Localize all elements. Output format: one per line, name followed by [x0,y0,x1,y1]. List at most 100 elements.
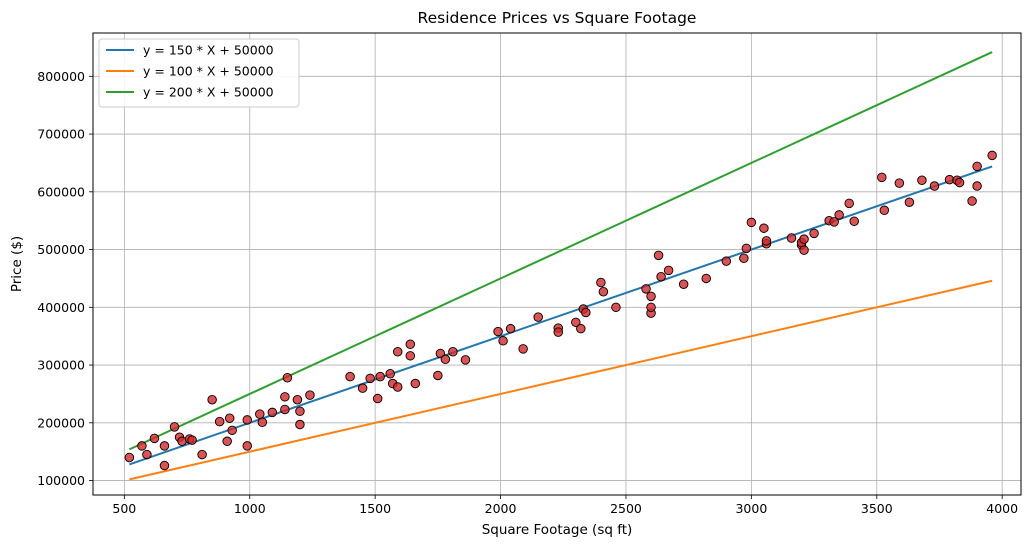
scatter-point [505,323,516,334]
x-axis-ticks: 500 1000 1500 2000 2500 3000 3500 4000 [112,495,1018,516]
scatter-point [242,441,252,451]
scatter-point [345,371,355,382]
scatter-point [372,393,383,404]
scatter-point [255,409,265,419]
scatter-point [879,205,890,216]
x-tick-label: 2000 [485,501,517,516]
scatter-point [207,394,217,405]
scatter-point [809,228,819,239]
scatter-point [741,243,752,254]
scatter-point [721,256,732,266]
scatter-point [571,317,581,328]
scatter-point [761,236,772,246]
y-tick-label: 400000 [37,300,85,315]
scatter-point [227,425,237,436]
scatter-point [598,286,609,297]
scatter-point [385,368,395,379]
scatter-point [646,302,656,313]
scatter-point [844,198,854,209]
scatter-point [518,344,528,354]
scatter-point [410,378,421,389]
scatter-points [124,150,997,471]
scatter-point [581,307,591,318]
scatter-point [365,373,375,384]
scatter-point [746,217,757,228]
y-tick-label: 700000 [37,127,85,142]
x-axis-title: Square Footage (sq ft) [482,522,633,538]
scatter-point [653,250,664,261]
scatter-point [829,217,839,227]
scatter-point [877,172,887,183]
scatter-point [646,291,656,302]
scatter-point [214,416,225,427]
scatter-point [533,312,543,322]
scatter-point [493,326,503,337]
scatter-point [392,347,403,357]
scatter-point [295,419,305,430]
scatter-point [187,435,197,445]
scatter-point [553,327,564,337]
scatter-point [641,284,651,294]
y-tick-label: 300000 [37,358,85,373]
y-tick-label: 500000 [37,242,85,257]
scatter-point [375,371,385,382]
scatter-point [576,323,586,334]
scatter-point [972,181,982,191]
scatter-point [954,177,965,188]
y-tick-label: 600000 [37,184,85,199]
scatter-point [799,245,809,255]
x-tick-label: 3500 [861,501,893,516]
legend: y = 150 * X + 50000 y = 100 * X + 50000 y … [98,38,300,108]
scatter-point [917,175,927,186]
scatter-point [224,413,235,423]
chart-title: Residence Prices vs Square Footage [418,9,697,27]
scatter-point [405,351,416,361]
scatter-point [972,161,982,172]
scatter-point [849,216,859,227]
scatter-point [169,422,180,432]
scatter-point [295,406,305,417]
series-line [129,279,993,481]
scatter-point [222,436,232,447]
scatter-point [440,354,451,365]
scatter-point [280,392,290,402]
scatter-point [159,441,170,451]
scatter-point [834,210,844,220]
scatter-point [611,302,621,313]
scatter-point [656,271,666,282]
scatter-point [678,279,689,289]
scatter-point [137,441,147,451]
scatter-point [701,273,711,284]
x-tick-label: 4000 [986,501,1018,516]
x-tick-label: 1000 [234,501,266,516]
legend-box [98,38,300,108]
scatter-point [739,253,749,263]
scatter-point [257,417,268,427]
scatter-point [448,347,458,357]
scatter-point [596,277,606,288]
y-tick-label: 200000 [37,415,85,430]
scatter-point [759,223,769,233]
scatter-point [904,197,915,207]
x-tick-label: 1500 [359,501,391,516]
x-tick-label: 500 [112,501,136,516]
legend-label: y = 200 * X + 50000 [143,85,274,100]
scatter-point [405,339,416,350]
scatter-point [987,150,997,161]
scatter-point [392,382,403,392]
grid [93,33,1021,495]
scatter-point [242,415,252,425]
scatter-point [124,452,135,463]
x-tick-label: 3000 [735,501,767,516]
scatter-point [799,234,809,244]
scatter-point [433,370,443,381]
scatter-point [967,196,977,206]
scatter-point [142,449,152,460]
scatter-point [280,404,290,415]
scatter-point [786,233,797,243]
y-tick-label: 100000 [37,473,85,488]
scatter-point [149,433,160,444]
scatter-point [305,390,315,400]
scatter-point [159,460,170,471]
